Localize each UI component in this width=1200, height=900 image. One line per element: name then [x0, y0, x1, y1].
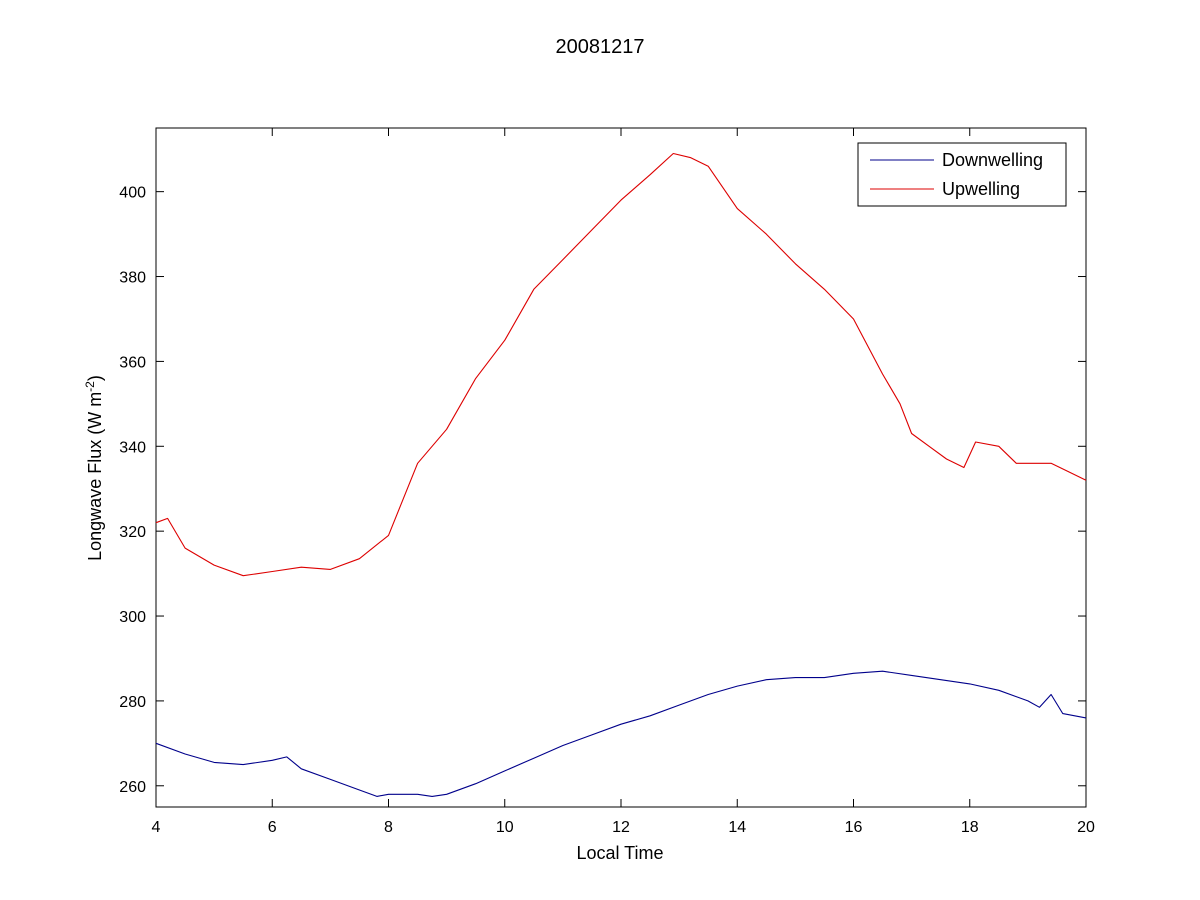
y-tick-label: 400 [119, 185, 146, 202]
chart-title: 20081217 [556, 36, 645, 58]
y-tick-label: 300 [119, 609, 146, 626]
y-axis-label-main: Longwave Flux (W m [85, 392, 105, 561]
series-line-downwelling [155, 670, 1087, 797]
legend: Downwelling Upwelling [857, 142, 1067, 207]
legend-box [857, 142, 1067, 207]
ticks-layer: 4 6 8 10 12 14 16 18 20 260 280 300 320 340 360 380 400 [119, 128, 1095, 836]
x-tick-label: 10 [496, 819, 514, 836]
x-tick-label: 6 [268, 819, 277, 836]
y-axis-label-superscript: -2 [83, 381, 97, 392]
series-line-upwelling [155, 152, 1087, 577]
x-tick-label: 16 [845, 819, 863, 836]
series-layer [155, 152, 1087, 797]
y-tick-label: 360 [119, 354, 146, 371]
y-tick-label: 340 [119, 439, 146, 456]
x-tick-label: 20 [1077, 819, 1095, 836]
x-tick-label: 14 [728, 819, 746, 836]
x-axis-label: Local Time [576, 843, 663, 863]
y-axis-label-close: ) [85, 375, 105, 381]
x-tick-label: 12 [612, 819, 630, 836]
y-tick-label: 380 [119, 270, 146, 287]
y-tick-label: 320 [119, 524, 146, 541]
x-tick-label: 18 [961, 819, 979, 836]
y-tick-label: 280 [119, 694, 146, 711]
y-tick-label: 260 [119, 779, 146, 796]
x-tick-label: 4 [152, 819, 161, 836]
x-tick-label: 8 [384, 819, 393, 836]
y-axis-label: Longwave Flux (W m-2) [83, 375, 105, 561]
legend-label-upwelling: Upwelling [942, 179, 1020, 199]
legend-label-downwelling: Downwelling [942, 150, 1043, 170]
